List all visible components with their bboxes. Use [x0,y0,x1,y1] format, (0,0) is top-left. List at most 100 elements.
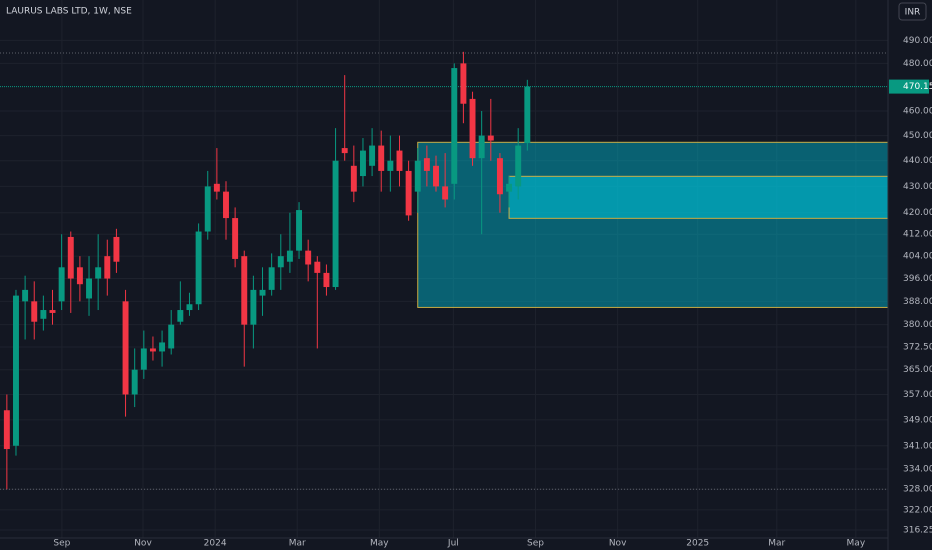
candle-body [241,256,248,325]
x-tick-label: Nov [134,539,152,549]
candle-body [159,342,166,352]
candle-body [515,145,522,187]
candle-body [204,186,211,232]
x-tick-label: Mar [289,539,306,549]
candle-body [460,63,467,104]
candle-body [387,160,394,171]
x-tick-label: Nov [609,539,627,549]
y-tick-label: 440.00 [903,156,932,166]
x-tick-label: Mar [768,539,785,549]
candle-body [3,410,10,450]
candle-body [149,348,156,352]
candle-body [341,148,348,154]
candle-body [359,150,366,177]
price-label: 470.15 [903,82,932,92]
y-tick-label: 372.50 [903,342,932,352]
lines [0,52,888,490]
x-tick-label: 2025 [686,539,709,549]
candle-body [213,183,220,192]
candle-body [478,135,485,159]
candle-body [369,145,376,166]
candle-body [268,267,275,290]
candle-body [423,158,430,171]
y-tick-label: 388.00 [903,297,932,307]
candle-body [177,310,184,322]
candle-body [67,236,74,279]
candle-body [469,98,476,159]
y-tick-label: 404.00 [903,252,932,262]
zone [508,175,889,219]
candle-body [186,304,193,311]
candle-body [122,301,129,395]
candle-body [323,272,330,288]
y-tick-label: 396.00 [903,274,932,284]
x-tick-label: May [370,539,389,549]
candle-body [414,160,421,192]
y-tick-label: 322.00 [903,505,932,515]
candle-body [31,301,38,322]
zones [417,141,889,308]
candle-body [13,295,19,446]
candle-body [286,250,293,262]
candle-body [524,86,531,144]
x-tick-label: Sep [53,539,70,549]
y-tick-label: 349.00 [903,415,932,425]
y-tick-label: 450.00 [903,131,932,141]
candle-body [496,158,503,195]
currency-label[interactable]: INR [905,8,921,18]
y-tick-label: 357.00 [903,390,932,400]
price-label-bg [889,79,929,94]
candle-body [95,267,102,279]
zone [417,141,889,308]
x-tick-label: May [847,539,866,549]
y-tick-label: 316.25 [903,526,932,536]
candle-body [49,310,56,313]
currency-button[interactable] [898,2,927,21]
candle-body [378,145,385,171]
candle-body [487,135,494,141]
y-tick-label: 460.00 [903,106,932,116]
candle-body [195,231,202,305]
y-tick-label: 341.00 [903,441,932,451]
y-tick-label: 334.00 [903,464,932,474]
candle-body [140,348,147,370]
candle-body [232,218,239,259]
candle-body [22,289,29,302]
y-tick-label: 480.00 [903,59,932,69]
candle-body [277,256,284,268]
x-tick-label: Jul [447,539,459,549]
x-tick-label: 2024 [204,539,227,549]
y-tick-label: 328.00 [903,485,932,495]
candle-body [305,250,312,265]
candle-body [58,267,65,302]
y-tick-label: 420.00 [903,208,932,218]
candle-body [76,267,83,285]
candle-body [314,261,321,273]
candle-body [433,165,439,187]
candle-body [40,310,47,319]
candle-body [104,256,111,279]
candle-body [332,160,339,288]
axes: 490.00 480.00 460.00 450.00 440.00 430.00 420.… [53,36,932,549]
candle-body [405,170,412,216]
candle-body [396,150,403,171]
y-tick-label: 412.00 [903,230,932,240]
candle-body [259,289,266,296]
candle-body [168,324,175,349]
candle-body [113,236,120,262]
candles [3,51,531,490]
candle-body [451,68,458,184]
x-tick-label: Sep [527,539,544,549]
candle-body [506,183,513,192]
y-tick-label: 490.00 [903,36,932,46]
candle-body [223,191,229,219]
candle-body [86,278,92,299]
y-tick-label: 380.00 [903,320,932,330]
candle-body [350,165,357,192]
chart-title: LAURUS LABS LTD, 1W, NSE [6,7,132,17]
y-tick-label: 365.00 [903,365,932,375]
candle-body [442,186,449,200]
candle-body [296,210,303,251]
